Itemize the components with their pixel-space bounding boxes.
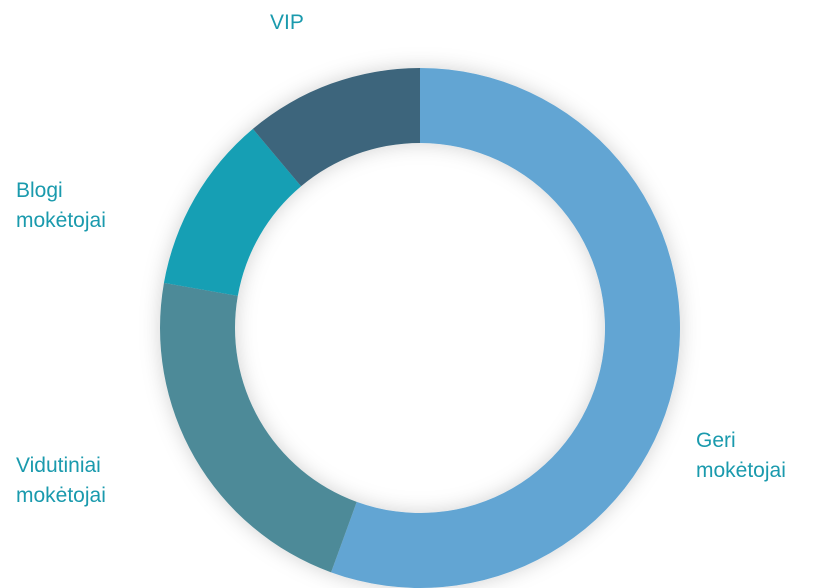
slice-label: Geri mokėtojai: [696, 429, 786, 482]
slice: [163, 128, 302, 296]
slice: [331, 68, 681, 588]
slice-label: Blogi mokėtojai: [16, 179, 106, 232]
slice: [252, 68, 420, 187]
slice: [160, 282, 357, 573]
slice-label: Vidutiniai mokėtojai: [16, 454, 106, 507]
slice-label: VIP: [270, 11, 304, 34]
